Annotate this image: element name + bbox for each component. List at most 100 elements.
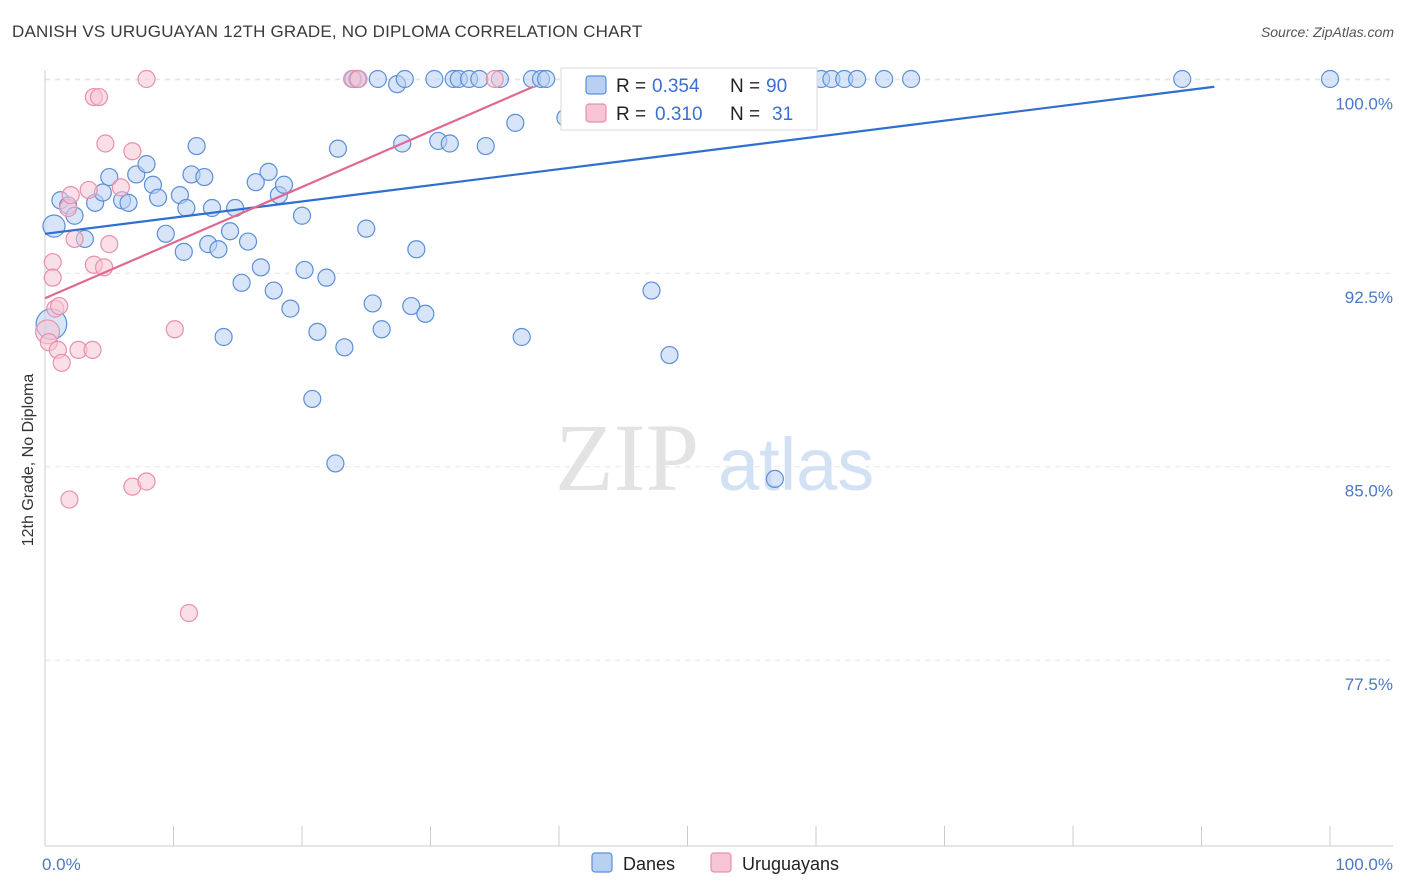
dane-point-8 [100,167,119,187]
dane-point-32 [259,162,278,181]
dane-point-55 [407,240,426,259]
dane-point-14 [148,188,168,207]
watermark-atlas: atlas [718,423,874,506]
dane-point-10 [119,193,138,212]
legend-uru-n-label: N = [730,104,760,125]
dane-point-66 [506,113,525,132]
dane-point-64 [476,136,495,156]
dane-point-12 [137,155,156,174]
uruguayan-point-21 [123,142,142,161]
y-tick-labels: 100.0% 92.5% 85.0% 77.5% [1335,95,1393,694]
uruguayan-point-6 [50,296,69,316]
dane-point-59 [440,134,459,153]
y-tick-label-0: 100.0% [1335,95,1393,114]
legend-uru-r-value: 0.310 [655,104,703,125]
dane-point-44 [335,338,354,357]
uruguayan-point-14 [83,340,102,359]
uruguayan-point-3 [43,268,62,287]
dane-point-63 [470,69,489,89]
legend-uru-n-value: 31 [772,104,793,125]
uruguayan-point-2 [43,253,62,272]
dane-point-31 [251,258,270,277]
bottom-legend-swatch-danes [591,852,613,873]
y-tick-label-3: 77.5% [1345,675,1393,694]
bottom-legend-uruguayans: Uruguayans [742,854,839,874]
dane-point-26 [220,222,240,241]
uruguayan-point-9 [60,490,79,509]
dane-point-56 [416,304,435,323]
uruguayan-point-13 [79,180,98,200]
dane-point-20 [187,136,206,156]
dane-point-54 [402,296,421,316]
legend-swatch-danes [585,75,607,95]
uruguayan-point-30 [485,69,504,89]
x-tick-labels: 0.0% 100.0% [42,855,1393,874]
dane-point-18 [177,198,196,218]
legend-danes-n-label: N = [730,76,760,97]
source-label: Source: ZipAtlas.com [1260,24,1394,40]
dane-point-41 [317,268,336,287]
dane-point-88 [1173,69,1192,89]
legend-danes-n-value: 90 [766,76,787,97]
dane-point-35 [274,175,294,194]
y-axis-title: 12th Grade, No Diploma [20,374,37,547]
series-uruguayans-points [35,69,504,623]
dane-point-85 [848,69,867,89]
dane-point-79 [765,469,784,488]
uruguayan-point-25 [137,472,156,491]
bottom-legend-swatch-uruguayans [710,852,732,873]
dane-point-29 [238,232,258,251]
dane-point-36 [281,299,300,318]
dane-point-28 [232,273,251,292]
x-tick-label-1: 100.0% [1335,855,1393,874]
dane-point-75 [642,281,661,300]
uruguayan-point-20 [100,235,119,254]
dane-point-30 [246,173,265,192]
y-tick-label-2: 85.0% [1345,482,1393,501]
dane-point-38 [295,260,314,280]
dane-point-57 [425,69,444,89]
legend-uru-r-label: R = [616,104,646,125]
uruguayan-point-29 [349,69,368,89]
dane-point-40 [308,322,327,341]
axes [44,70,1393,847]
watermark-zip: ZIP [555,404,699,511]
dane-point-49 [368,69,387,89]
dane-point-48 [363,294,382,313]
dane-point-89 [1320,69,1340,89]
trend-lines [44,85,1215,300]
dane-point-86 [875,69,894,89]
dane-point-76 [660,345,679,365]
dane-point-37 [292,206,312,225]
dane-point-67 [512,327,531,347]
chart-title: DANISH VS URUGUAYAN 12TH GRADE, NO DIPLO… [12,22,643,41]
dane-point-15 [156,224,175,243]
dane-point-42 [326,454,345,473]
uruguayan-point-19 [96,134,115,153]
dane-trend-line [44,85,1215,235]
x-tick-label-0: 0.0% [42,855,81,874]
gridlines [45,78,1393,661]
uruguayan-point-7 [52,353,71,372]
legend-danes-r-label: R = [616,76,646,97]
uruguayan-point-22 [111,178,130,197]
uruguayan-point-11 [65,229,84,249]
dane-point-33 [264,281,283,300]
dane-point-50 [372,320,391,339]
uruguayan-point-23 [137,69,156,89]
dane-point-21 [195,167,214,187]
dane-point-17 [174,242,193,261]
dane-point-24 [209,240,228,259]
uruguayan-point-27 [179,603,199,623]
legend-danes-r-value: 0.354 [652,76,700,97]
dane-point-87 [901,69,921,89]
dane-point-39 [303,389,322,409]
uruguayan-point-10 [61,186,80,205]
bottom-legend: Danes Uruguayans [591,852,839,874]
bottom-legend-danes: Danes [623,854,675,874]
dane-point-53 [395,69,414,89]
watermark: ZIP atlas [555,404,874,511]
legend: R = 0.354 N = 90 R = 0.310 N = 31 [560,67,818,131]
uruguayan-point-17 [89,87,109,107]
